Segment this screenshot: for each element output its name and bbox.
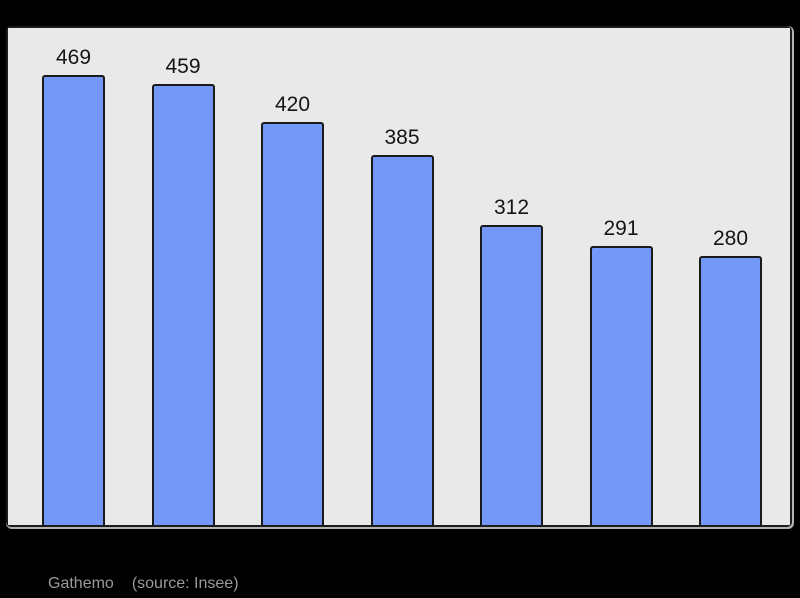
chart-panel: 469 459 420 385 312 291 280 xyxy=(6,26,792,527)
bar xyxy=(589,246,653,525)
bar-value-label: 280 xyxy=(712,227,749,250)
bar xyxy=(699,256,762,525)
bar-group: 291 xyxy=(589,217,653,525)
bar-group: 459 xyxy=(151,55,215,525)
bar xyxy=(480,225,543,525)
bar-value-label: 420 xyxy=(274,93,311,116)
bar-value-label: 291 xyxy=(603,217,639,240)
bar xyxy=(370,155,434,525)
bar-value-label: 459 xyxy=(165,55,201,78)
bar-value-label: 469 xyxy=(55,46,92,69)
caption: Gathemo (source: Insee) xyxy=(48,574,239,593)
bar-group: 312 xyxy=(480,197,543,525)
bar-value-label: 385 xyxy=(384,126,420,149)
bar-group: 385 xyxy=(370,126,434,525)
bar xyxy=(261,122,324,525)
bar-group: 280 xyxy=(699,228,762,525)
bar-value-label: 312 xyxy=(493,196,530,219)
bar-group: 420 xyxy=(261,94,324,525)
bar xyxy=(151,84,215,525)
caption-location: Gathemo xyxy=(48,575,114,592)
bar xyxy=(42,75,105,525)
caption-source: (source: Insee) xyxy=(131,575,239,592)
plot-area: 469 459 420 385 312 291 280 xyxy=(8,28,790,525)
bar-group: 469 xyxy=(42,47,105,525)
